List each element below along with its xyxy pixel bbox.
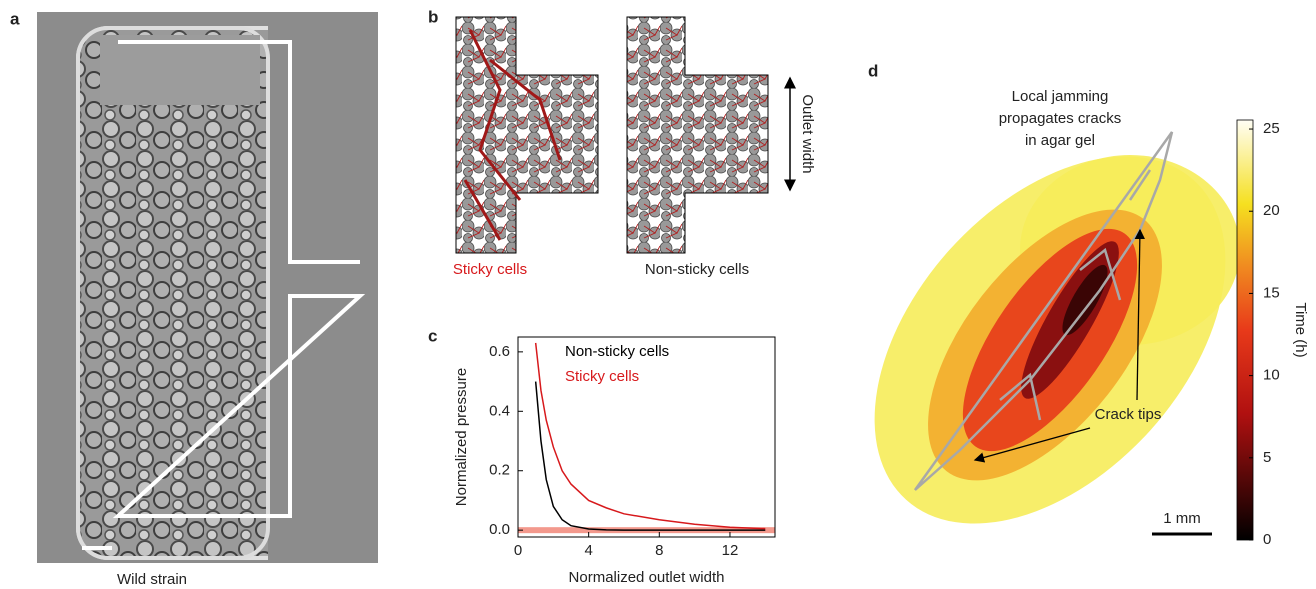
colorbar-tick-label: 15 [1263,284,1280,301]
legend-entry: Sticky cells [565,368,639,385]
colorbar-tick-label: 0 [1263,531,1271,548]
y-axis-label: Normalized pressure [453,368,470,506]
caption: Wild strain [117,571,187,588]
annotation: Crack tips [1095,406,1162,423]
line-series [534,342,766,530]
caption: Non-sticky cells [645,261,749,278]
y-tick-label: 0.4 [489,402,510,419]
x-tick-label: 4 [584,542,592,559]
panel-label: b [428,7,438,26]
panel-title: propagates cracks [999,110,1122,127]
panel-title: in agar gel [1025,132,1095,149]
annotation-arrow [1134,228,1146,401]
caption: Sticky cells [453,261,527,278]
colorbar-tick-label: 25 [1263,120,1280,137]
colorbar-tick-label: 5 [1263,449,1271,466]
force-chains [463,29,562,241]
colorbar [1236,119,1254,541]
annotation-arrow [973,427,1091,463]
colorbar-label: Time (h) [1292,302,1309,357]
colorbar-tick-label: 20 [1263,202,1280,219]
x-tick-label: 0 [514,542,522,559]
dimension-label: Outlet width [799,94,816,173]
panel-title: Local jamming [1012,88,1109,105]
panel-label: a [10,9,20,28]
x-axis-label: Normalized outlet width [569,569,725,586]
crack-map [874,131,1240,524]
simulation-non-sticky [626,16,769,254]
plot-frame [517,336,776,538]
panel-label: d [868,61,878,80]
x-tick-label: 12 [722,542,739,559]
colorbar-tick-label: 10 [1263,367,1280,384]
scale-bar-label: 1 mm [1163,510,1201,527]
y-tick-label: 0.2 [489,462,510,479]
line-series [534,381,766,531]
simulation-sticky [455,16,599,254]
legend-entry: Non-sticky cells [565,343,669,360]
micrograph [37,12,378,563]
panel-label: c [428,326,437,345]
x-tick-label: 8 [655,542,663,559]
y-tick-label: 0.0 [489,521,510,538]
y-tick-label: 0.6 [489,343,510,360]
